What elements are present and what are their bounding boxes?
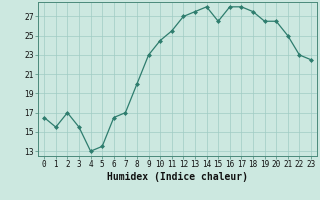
X-axis label: Humidex (Indice chaleur): Humidex (Indice chaleur) (107, 172, 248, 182)
